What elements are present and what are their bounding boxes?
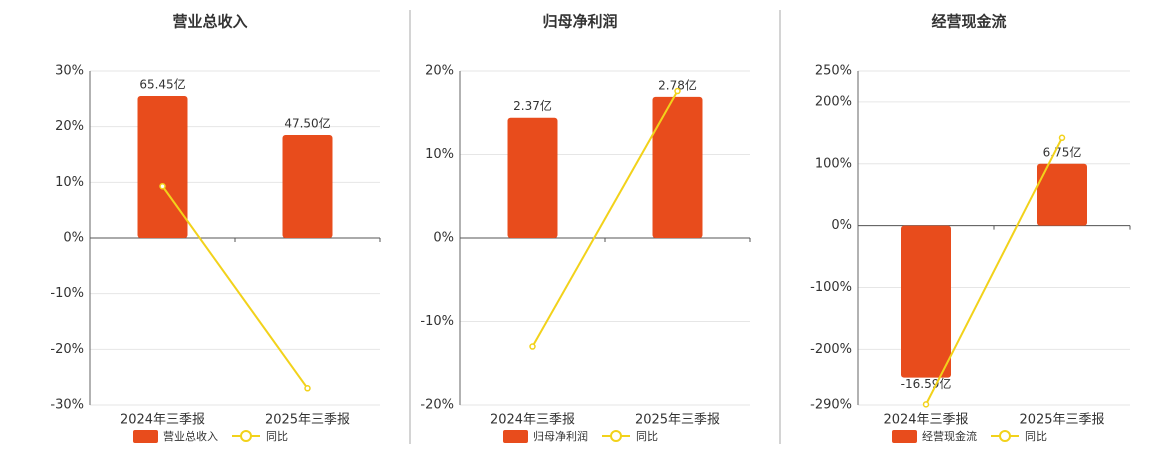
legend-swatch bbox=[133, 430, 158, 443]
bar bbox=[1037, 163, 1087, 226]
legend-swatch bbox=[892, 430, 917, 443]
data-label: 2.78亿 bbox=[658, 77, 697, 92]
legend-label: 营业总收入 bbox=[163, 429, 218, 443]
point bbox=[529, 343, 536, 350]
legend-marker bbox=[999, 430, 1011, 442]
point bbox=[159, 182, 166, 190]
y-tick-label: 250% bbox=[815, 64, 852, 79]
point bbox=[674, 87, 681, 95]
bar bbox=[652, 96, 703, 238]
data-label: 65.45亿 bbox=[139, 77, 185, 92]
x-tick-label: 2024年三季报 bbox=[120, 413, 205, 428]
y-tick-label: -10% bbox=[50, 286, 84, 301]
x-tick-label: 2025年三季报 bbox=[265, 413, 350, 428]
chart-title: 营业总收入 bbox=[172, 13, 247, 31]
chart-title: 经营现金流 bbox=[931, 13, 1006, 31]
legend-label: 同比 bbox=[636, 430, 658, 443]
legend-label: 经营现金流 bbox=[922, 429, 977, 443]
chart-title: 归母净利润 bbox=[542, 13, 617, 31]
y-tick-label: 20% bbox=[425, 64, 454, 79]
y-tick-label: -20% bbox=[420, 398, 454, 413]
y-tick-label: -100% bbox=[810, 280, 852, 295]
y-tick-label: -20% bbox=[50, 342, 84, 357]
legend-label: 同比 bbox=[1025, 430, 1047, 443]
y-tick-label: 10% bbox=[425, 147, 454, 162]
point bbox=[304, 385, 311, 392]
bar bbox=[507, 117, 558, 238]
line bbox=[161, 185, 309, 389]
y-tick-label: 30% bbox=[55, 64, 84, 79]
x-tick-label: 2024年三季报 bbox=[883, 413, 968, 428]
y-tick-label: 200% bbox=[815, 94, 852, 109]
data-label: 6.75亿 bbox=[1043, 144, 1082, 159]
legend-marker bbox=[240, 430, 252, 442]
y-tick-label: 20% bbox=[55, 119, 84, 134]
y-tick-label: 0% bbox=[433, 231, 454, 246]
data-label: -16.59亿 bbox=[901, 376, 952, 391]
y-tick-label: 100% bbox=[815, 156, 852, 171]
data-label: 2.37亿 bbox=[513, 98, 552, 113]
y-tick-label: -10% bbox=[420, 314, 454, 329]
y-tick-label: 0% bbox=[831, 218, 852, 233]
y-tick-label: -290% bbox=[810, 398, 852, 413]
bar bbox=[282, 134, 333, 238]
y-tick-label: -200% bbox=[810, 342, 852, 357]
bar bbox=[901, 225, 951, 378]
legend-label: 归母净利润 bbox=[533, 429, 588, 443]
point bbox=[1058, 134, 1066, 142]
x-tick-label: 2025年三季报 bbox=[635, 413, 720, 428]
point bbox=[922, 401, 930, 408]
legend-marker bbox=[610, 430, 622, 442]
line bbox=[531, 90, 679, 348]
y-tick-label: 10% bbox=[55, 175, 84, 190]
bar bbox=[137, 96, 188, 238]
legend-label: 同比 bbox=[266, 430, 288, 443]
y-tick-label: 0% bbox=[63, 231, 84, 246]
x-tick-label: 2024年三季报 bbox=[490, 413, 575, 428]
x-tick-label: 2025年三季报 bbox=[1019, 413, 1104, 428]
data-label: 47.50亿 bbox=[284, 115, 330, 130]
y-tick-label: -30% bbox=[50, 398, 84, 413]
line bbox=[925, 137, 1063, 405]
legend-swatch bbox=[503, 430, 528, 443]
